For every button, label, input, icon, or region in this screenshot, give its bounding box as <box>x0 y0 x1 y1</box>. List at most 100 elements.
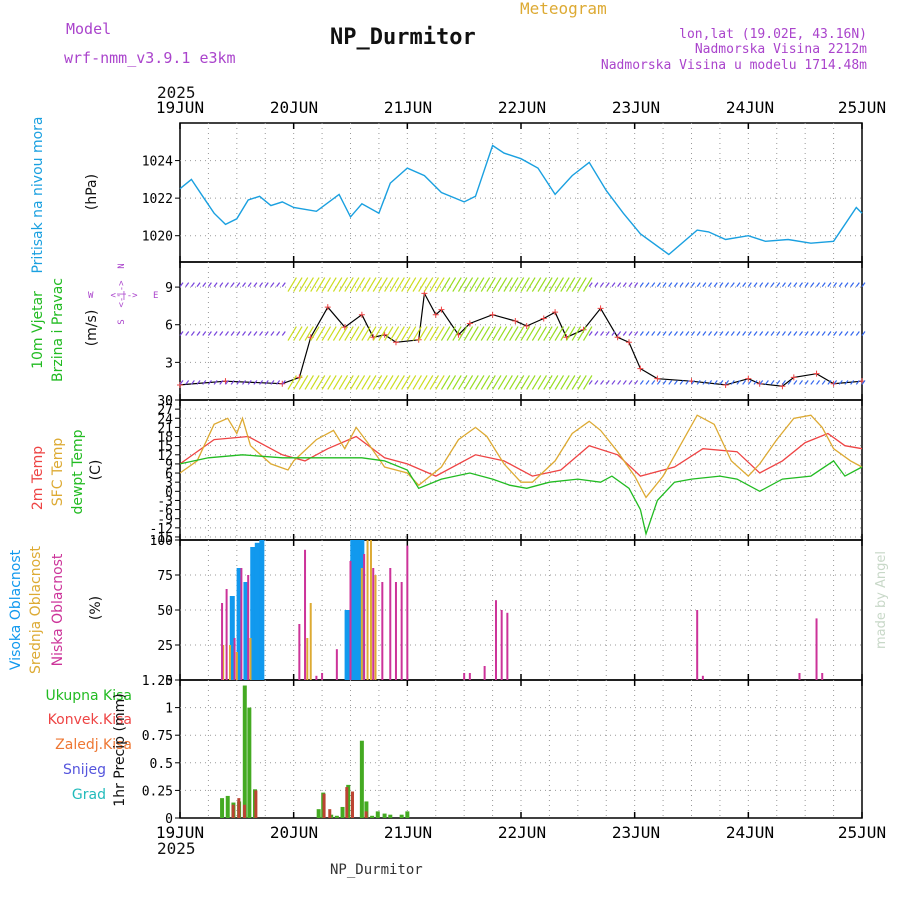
wind-barb <box>446 326 457 341</box>
wind-barb <box>685 331 690 336</box>
wind-barb <box>770 380 775 385</box>
wind-barb <box>753 380 758 385</box>
wind-barb <box>645 331 650 336</box>
date-label-bottom: 24JUN <box>726 823 774 842</box>
wind-barb <box>554 277 565 292</box>
precip-bar <box>322 793 326 818</box>
wind-barb <box>196 331 201 336</box>
wind-barb <box>276 331 281 336</box>
wind-barb <box>469 326 479 341</box>
date-label-bottom: 21JUN <box>384 823 432 842</box>
pressure-label: Pritisak na nivou mora <box>30 116 46 273</box>
wind-barb <box>378 326 388 341</box>
wind-barb <box>565 326 576 341</box>
wind-barb <box>503 375 513 390</box>
wind-barb <box>742 282 747 287</box>
wind-barb <box>355 375 366 390</box>
wind-barb <box>548 277 559 292</box>
wind-barb <box>372 326 383 341</box>
y-tick-label: 6 <box>165 467 173 482</box>
wind-barb <box>429 326 439 341</box>
temp-label-dewpt: dewpt Temp <box>70 429 86 514</box>
model-altitude-label: Nadmorska Visina u modelu 1714.48m <box>601 58 867 73</box>
y-tick-label: 0.5 <box>150 757 173 772</box>
wind-barb <box>440 277 451 292</box>
date-label-top: 25JUN <box>838 98 886 117</box>
wind-barb <box>747 380 752 385</box>
wind-barb <box>611 331 616 336</box>
wind-direction-band <box>179 375 866 390</box>
wind-barb <box>583 277 593 292</box>
wind-barb <box>264 331 269 336</box>
wind-barb <box>418 375 428 390</box>
compass-horizontal-arrows: <-|-> <box>110 291 138 301</box>
precip-bar <box>375 811 380 818</box>
wind-barb <box>554 326 565 341</box>
wind-gust-marker <box>177 381 183 388</box>
wind-barb <box>622 380 627 385</box>
precip-bar <box>382 813 387 818</box>
date-label-top: 22JUN <box>498 98 546 117</box>
cloud-bar <box>233 638 236 680</box>
wind-barb <box>571 277 582 292</box>
wind-barb <box>793 282 798 287</box>
wind-barb <box>833 282 838 287</box>
wind-barb <box>480 326 491 341</box>
wind-barb <box>810 380 815 385</box>
cloud-bar <box>247 575 250 680</box>
precip-bar <box>243 804 247 818</box>
wind-barb <box>281 331 286 336</box>
wind-barb <box>304 277 314 292</box>
wind-barb <box>617 380 622 385</box>
wind-barb <box>565 375 576 390</box>
wind-barb <box>395 375 405 390</box>
wind-barb <box>753 331 758 336</box>
cloud-bar <box>254 542 260 680</box>
wind-barb <box>315 326 326 341</box>
cloud-label-mid: Srednja Oblacnost <box>28 546 44 674</box>
pressure-unit: (hPa) <box>84 174 100 210</box>
wind-barb <box>213 282 218 287</box>
wind-barb <box>639 282 644 287</box>
wind-gust-marker <box>654 375 661 382</box>
wind-barb <box>412 326 422 341</box>
wind-barb <box>850 331 855 336</box>
wind-barb <box>367 326 377 341</box>
wind-barb <box>293 326 303 341</box>
cloud-bar <box>250 547 256 680</box>
wind-barb <box>349 326 360 341</box>
cloud-bar <box>400 582 403 680</box>
lonlat-label: lon,lat (19.02E, 43.16N) <box>679 27 867 42</box>
wind-compass: W E <-|-> N S <-|-> <box>88 263 158 324</box>
station-title: NP_Durmitor <box>330 25 476 50</box>
precip-bar <box>399 814 404 818</box>
cloud-bar <box>221 603 224 680</box>
cloud-bar <box>222 645 225 680</box>
wind-barb <box>446 375 457 390</box>
wind-barb <box>384 375 394 390</box>
wind-barb <box>486 277 496 292</box>
wind-barb <box>600 380 605 385</box>
wind-barb <box>503 277 513 292</box>
wind-barb <box>469 277 479 292</box>
precip-bar <box>364 811 368 818</box>
y-tick-label: 0.25 <box>142 784 173 799</box>
wind-barb <box>605 282 610 287</box>
wind-barb <box>469 375 479 390</box>
date-label-bottom: 20JUN <box>270 823 318 842</box>
wind-barb <box>202 331 207 336</box>
cloud-bar <box>229 596 235 680</box>
wind-barb <box>429 375 439 390</box>
wind-barb <box>412 375 422 390</box>
wind-barb <box>713 282 718 287</box>
wind-barb <box>224 282 229 287</box>
wind-barb <box>207 380 212 385</box>
wind-barb <box>463 277 474 292</box>
wind-barb <box>270 282 275 287</box>
wind-barb <box>236 331 241 336</box>
credit-watermark: made by Angel <box>874 551 889 649</box>
wind-gust-marker <box>597 305 604 312</box>
wind-barb <box>799 282 803 287</box>
y-tick-label: 1020 <box>142 230 173 245</box>
wind-barb <box>702 380 707 385</box>
